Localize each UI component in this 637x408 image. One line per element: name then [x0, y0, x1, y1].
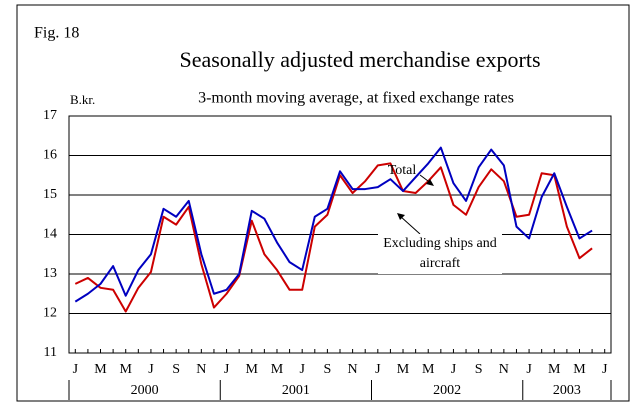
- x-tick-label: M: [271, 362, 284, 377]
- y-tick-label: 17: [43, 108, 57, 123]
- x-tick-label: N: [499, 362, 509, 377]
- y-tick-label: 14: [43, 227, 57, 242]
- arrow: [399, 215, 421, 235]
- x-tick-label: J: [224, 362, 230, 377]
- year-label: 2000: [131, 383, 159, 398]
- x-tick-label: J: [148, 362, 154, 377]
- y-tick-label: 11: [44, 345, 57, 360]
- x-tick-label: M: [94, 362, 107, 377]
- x-tick-label: M: [246, 362, 259, 377]
- chart-title: Seasonally adjusted merchandise exports: [179, 47, 540, 72]
- x-tick-label: N: [196, 362, 206, 377]
- x-tick-label: J: [451, 362, 457, 377]
- fig-label: Fig. 18: [34, 25, 79, 42]
- y-tick-label: 13: [43, 266, 57, 281]
- x-tick-label: M: [548, 362, 561, 377]
- y-tick-label: 12: [43, 306, 57, 321]
- x-tick-label: S: [172, 362, 180, 377]
- arrow-head: [397, 213, 405, 220]
- y-tick-label: 16: [43, 148, 57, 163]
- y-unit: B.kr.: [70, 92, 95, 107]
- arrow-head: [426, 179, 434, 186]
- x-tick-label: M: [573, 362, 586, 377]
- chart-subtitle: 3-month moving average, at fixed exchang…: [198, 90, 514, 107]
- year-label: 2001: [282, 383, 310, 398]
- x-tick-label: J: [299, 362, 305, 377]
- x-tick-label: M: [397, 362, 410, 377]
- frame: [16, 4, 630, 402]
- x-tick-label: J: [375, 362, 381, 377]
- year-label: 2003: [553, 383, 581, 398]
- x-tick-label: N: [348, 362, 358, 377]
- x-tick-label: J: [602, 362, 608, 377]
- x-tick-label: J: [73, 362, 79, 377]
- year-label: 2002: [433, 383, 461, 398]
- series-line: [74, 146, 593, 303]
- y-tick-label: 15: [43, 187, 57, 202]
- x-tick-label: S: [475, 362, 483, 377]
- excluding-label: Excluding ships and aircraft: [378, 234, 502, 274]
- series-line: [74, 162, 593, 313]
- x-tick-label: M: [422, 362, 435, 377]
- x-tick-label: M: [119, 362, 132, 377]
- x-tick-label: S: [323, 362, 331, 377]
- total-label: Total: [388, 163, 417, 178]
- x-tick-label: J: [526, 362, 532, 377]
